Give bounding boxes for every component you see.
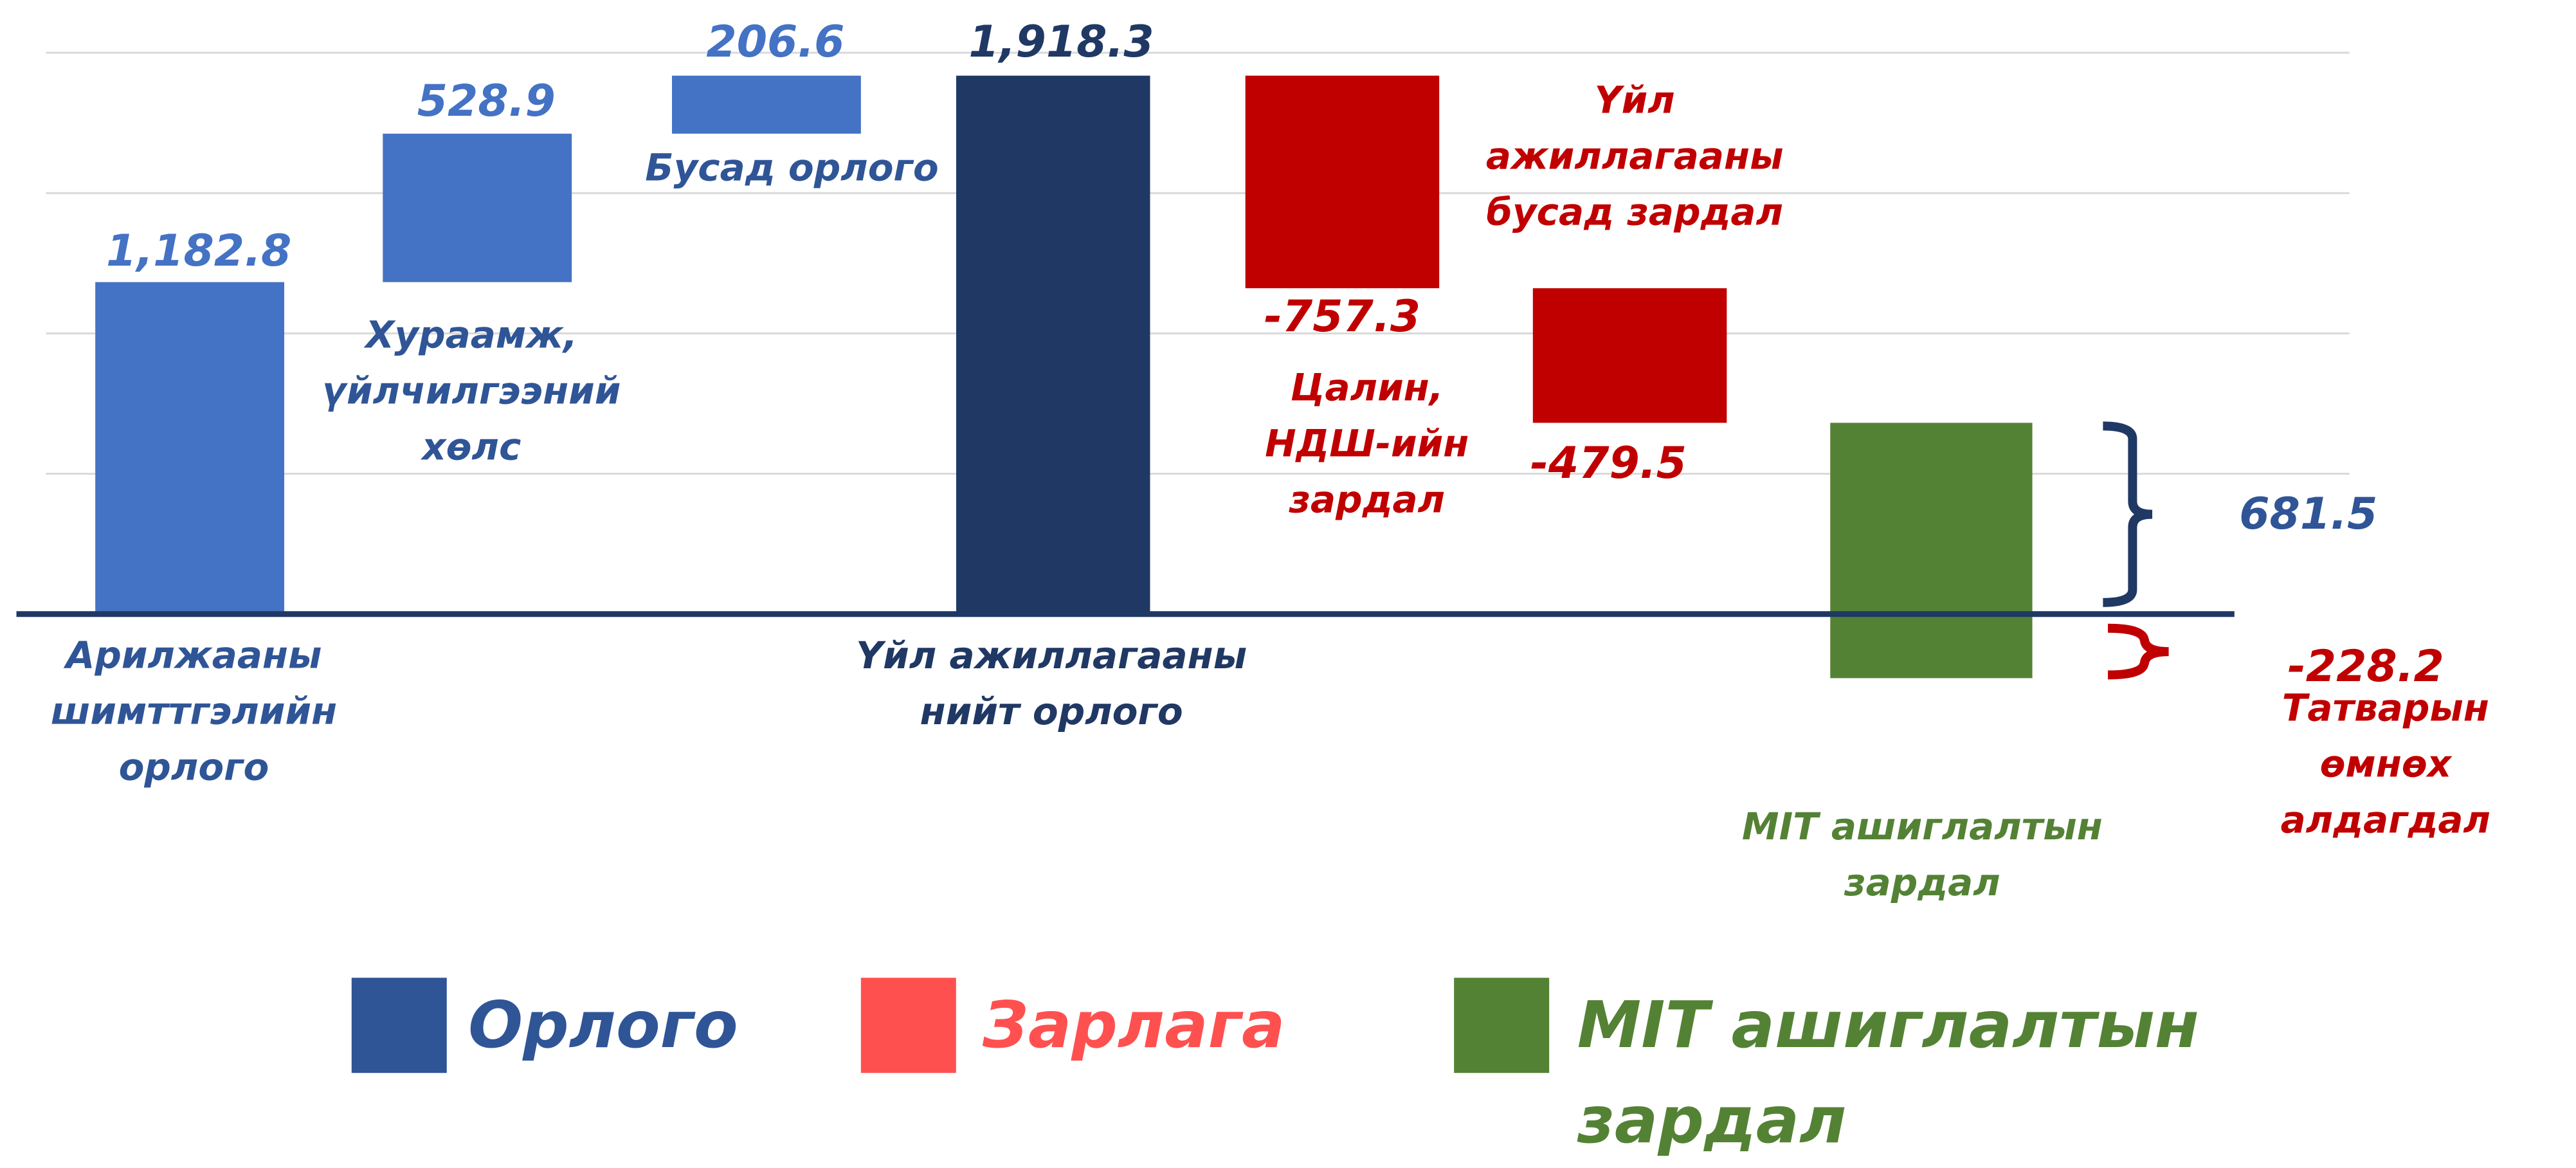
- bar: [383, 133, 572, 282]
- value-label: -479.5: [1530, 437, 1687, 489]
- value-label: 681.5: [2239, 488, 2378, 540]
- bar: [1532, 288, 1727, 423]
- legend-label: МІТ ашиглалтын зардал: [1577, 987, 2199, 1158]
- category-label: Үйл ажиллагааны бусад зардал: [1485, 78, 1784, 234]
- legend-label: Орлого: [468, 987, 738, 1063]
- value-label: -228.2: [2287, 641, 2444, 693]
- annotation: Татварын өмнөх алдагдал: [2280, 686, 2491, 842]
- category-label: Арилжааны шимттгэлийн орлого: [50, 633, 338, 789]
- value-label: 528.9: [417, 76, 556, 127]
- category-label: МІТ ашиглалтын зардал: [1741, 804, 2103, 904]
- category-label: Бусад орлого: [645, 145, 939, 190]
- brace: [2108, 623, 2169, 680]
- legend-swatch: [1454, 978, 1550, 1073]
- category-label: Үйл ажиллагааны нийт орлого: [856, 633, 1247, 733]
- mit-bar: [1830, 423, 2033, 679]
- bar: [671, 75, 861, 134]
- value-label: -757.3: [1264, 291, 1421, 343]
- brace: [2103, 421, 2153, 607]
- legend-swatch: [860, 978, 956, 1073]
- value-label: 1,182.8: [106, 225, 292, 277]
- value-label: 206.6: [706, 17, 845, 68]
- category-label: Хураамж, үйлчилгээний хөлс: [322, 313, 621, 469]
- legend-label: Зарлага: [982, 987, 1285, 1063]
- category-label: Цалин, НДШ-ийн зардал: [1265, 365, 1469, 522]
- bar: [1245, 75, 1440, 289]
- legend-swatch: [351, 978, 447, 1073]
- bar: [956, 75, 1150, 614]
- bar: [95, 282, 285, 614]
- value-label: 1,918.3: [968, 17, 1154, 68]
